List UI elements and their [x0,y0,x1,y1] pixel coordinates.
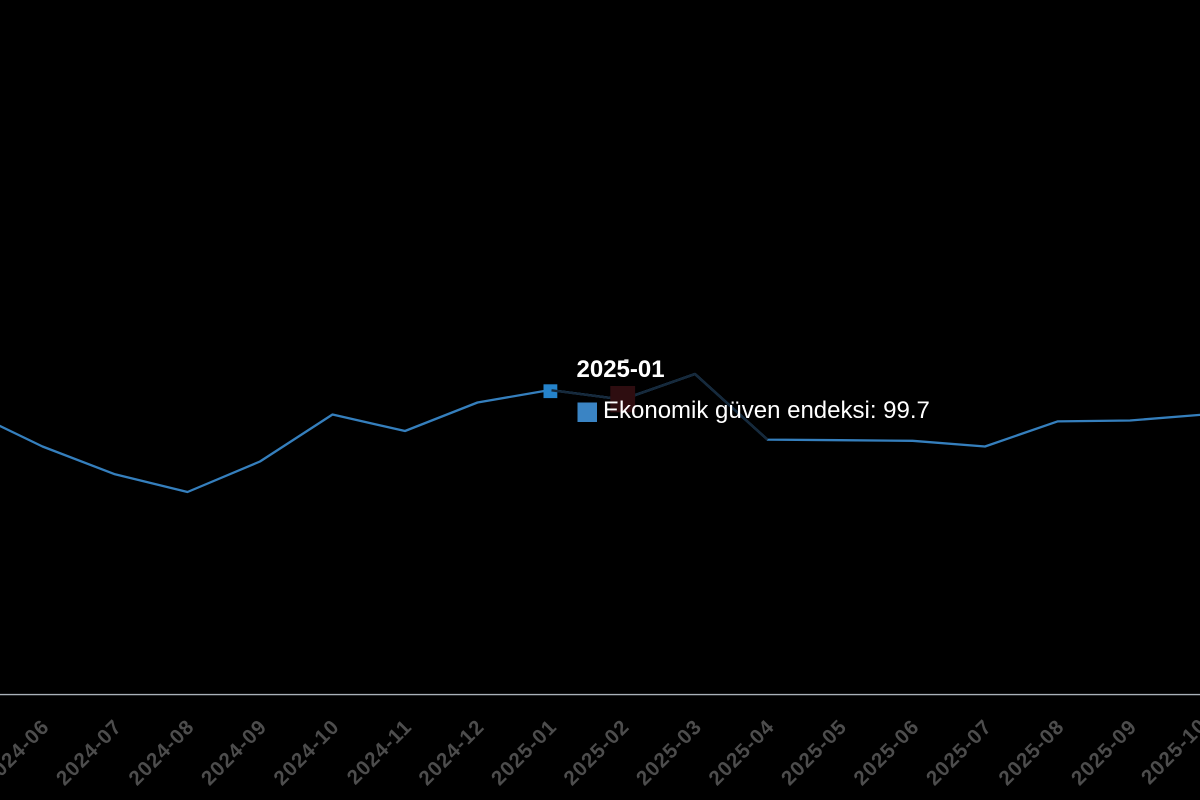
svg-text:Ekonomik güven endeksi: 99.7: Ekonomik güven endeksi: 99.7 [603,397,930,424]
svg-text:2025-01: 2025-01 [577,356,665,383]
